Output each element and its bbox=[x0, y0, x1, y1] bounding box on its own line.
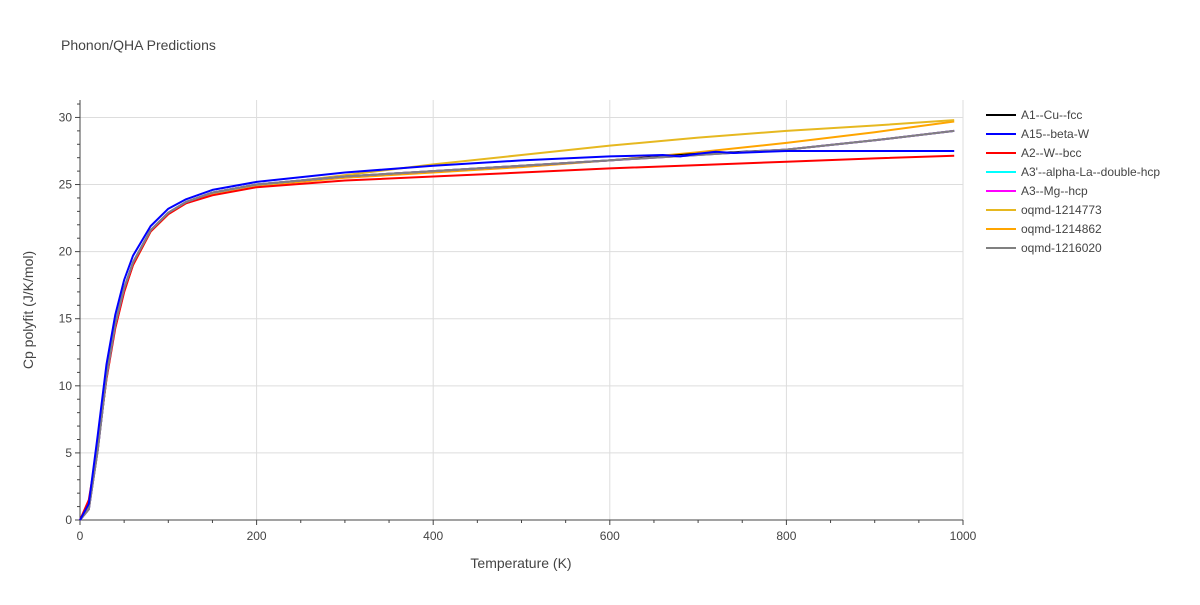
legend-item[interactable]: A2--W--bcc bbox=[986, 146, 1081, 160]
legend-label: oqmd-1216020 bbox=[1021, 241, 1102, 255]
y-tick-label: 10 bbox=[59, 379, 73, 393]
y-tick-label: 0 bbox=[65, 513, 72, 527]
series-line-a15-beta-w bbox=[79, 150, 955, 521]
legend-item[interactable]: A15--beta-W bbox=[986, 127, 1090, 141]
legend-item[interactable]: A1--Cu--fcc bbox=[986, 108, 1082, 122]
series-layer bbox=[79, 119, 955, 521]
y-tick-label: 30 bbox=[59, 110, 73, 124]
x-tick-label: 400 bbox=[423, 529, 443, 543]
legend-item[interactable]: A3--Mg--hcp bbox=[986, 184, 1088, 198]
legend-label: oqmd-1214862 bbox=[1021, 222, 1102, 236]
chart-title: Phonon/QHA Predictions bbox=[61, 37, 216, 53]
y-axis-title: Cp polyfit (J/K/mol) bbox=[20, 251, 36, 369]
grid-layer bbox=[80, 100, 964, 520]
legend-label: oqmd-1214773 bbox=[1021, 203, 1102, 217]
y-tick-label: 20 bbox=[59, 245, 73, 259]
legend-item[interactable]: oqmd-1214862 bbox=[986, 222, 1102, 236]
x-axis-title: Temperature (K) bbox=[470, 555, 571, 571]
legend-item[interactable]: A3'--alpha-La--double-hcp bbox=[986, 165, 1160, 179]
y-tick-label: 5 bbox=[65, 446, 72, 460]
legend-item[interactable]: oqmd-1216020 bbox=[986, 241, 1102, 255]
legend-label: A3'--alpha-La--double-hcp bbox=[1021, 165, 1160, 179]
tick-label-layer: 0 200 400 600 800 1000 0 5 10 15 20 25 30 bbox=[59, 110, 977, 543]
legend-label: A3--Mg--hcp bbox=[1021, 184, 1088, 198]
legend-label: A2--W--bcc bbox=[1021, 146, 1081, 160]
x-tick-label: 0 bbox=[77, 529, 84, 543]
x-tick-label: 800 bbox=[776, 529, 796, 543]
x-tick-label: 1000 bbox=[950, 529, 977, 543]
legend[interactable]: A1--Cu--fcc A15--beta-W A2--W--bcc A3'--alp… bbox=[986, 108, 1160, 255]
axes-layer bbox=[75, 100, 964, 525]
legend-label: A1--Cu--fcc bbox=[1021, 108, 1082, 122]
x-tick-label: 600 bbox=[600, 529, 620, 543]
y-tick-label: 15 bbox=[59, 312, 73, 326]
legend-label: A15--beta-W bbox=[1021, 127, 1090, 141]
x-tick-label: 200 bbox=[247, 529, 267, 543]
y-tick-label: 25 bbox=[59, 178, 73, 192]
legend-item[interactable]: oqmd-1214773 bbox=[986, 203, 1102, 217]
